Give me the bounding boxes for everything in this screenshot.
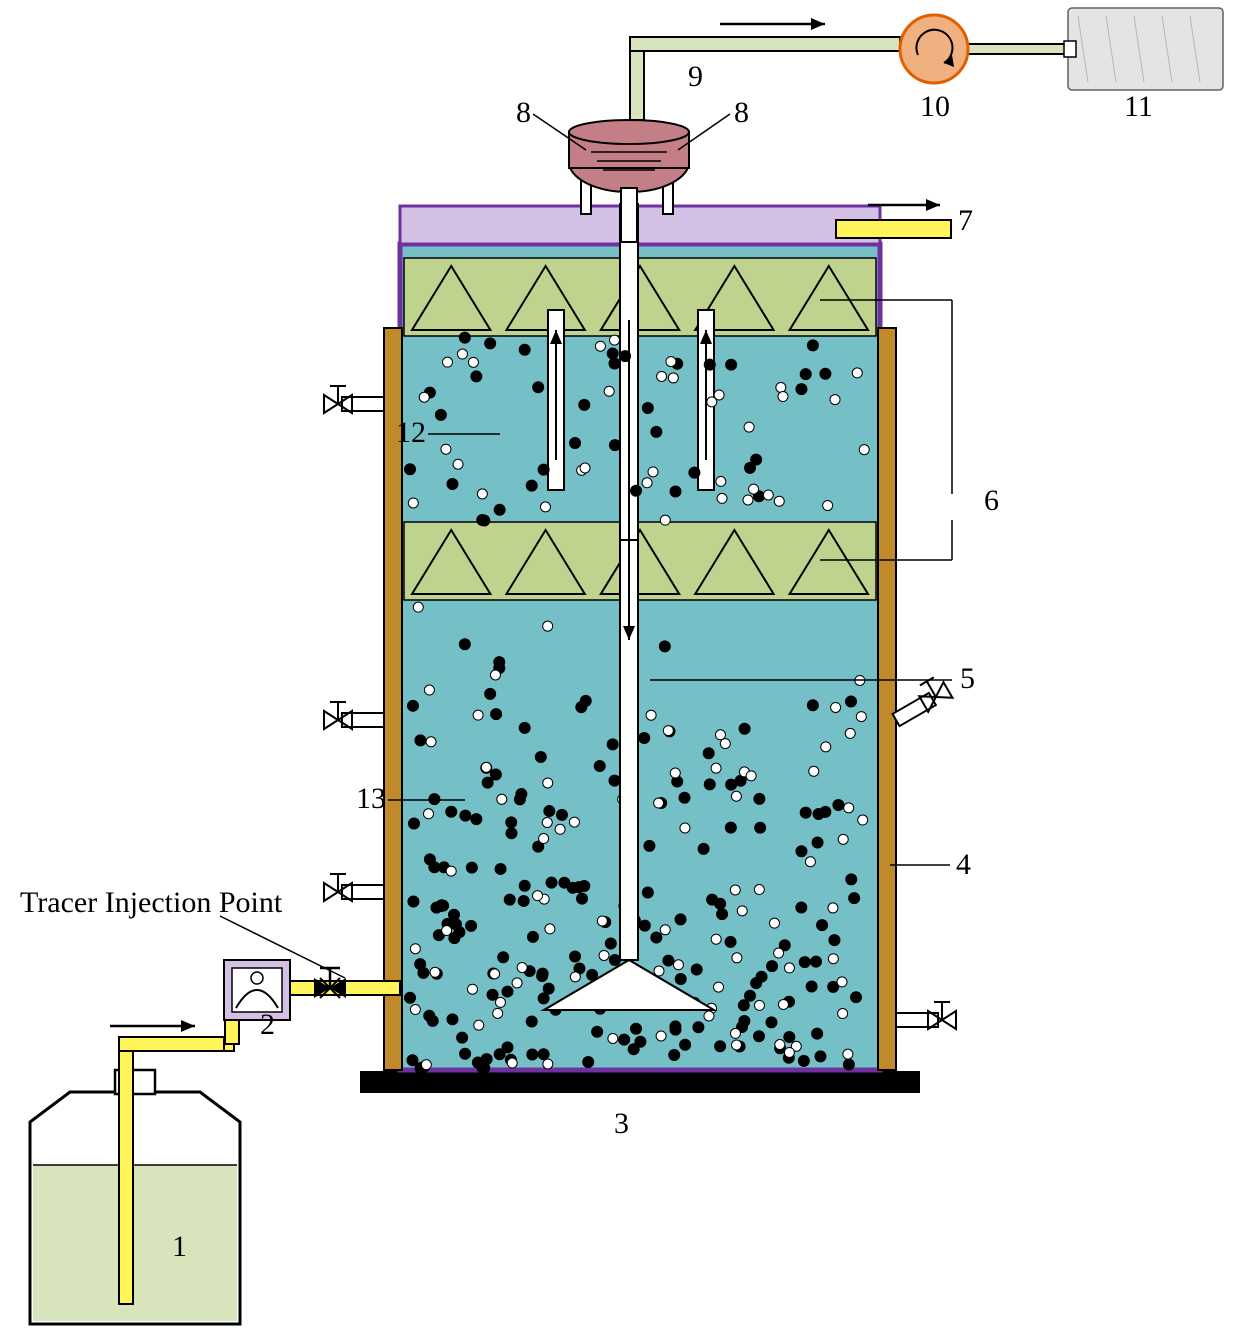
label-10: 10 bbox=[920, 90, 950, 123]
label-3: 3 bbox=[614, 1107, 629, 1140]
label-11: 11 bbox=[1124, 90, 1153, 123]
label-8: 8 bbox=[516, 96, 531, 129]
label-5: 5 bbox=[960, 662, 975, 695]
label-7: 7 bbox=[958, 204, 973, 237]
label-6: 6 bbox=[984, 484, 999, 517]
reactor-schematic: Tracer Injection Point123456788910111213 bbox=[0, 0, 1250, 1338]
label-2: 2 bbox=[260, 1008, 275, 1041]
label-tracer-injection-point: Tracer Injection Point bbox=[20, 886, 283, 919]
label-9: 9 bbox=[688, 60, 703, 93]
label-1: 1 bbox=[172, 1230, 187, 1263]
label-13: 13 bbox=[356, 782, 386, 815]
label-12: 12 bbox=[396, 416, 426, 449]
label-8: 8 bbox=[734, 96, 749, 129]
label-4: 4 bbox=[956, 848, 971, 881]
